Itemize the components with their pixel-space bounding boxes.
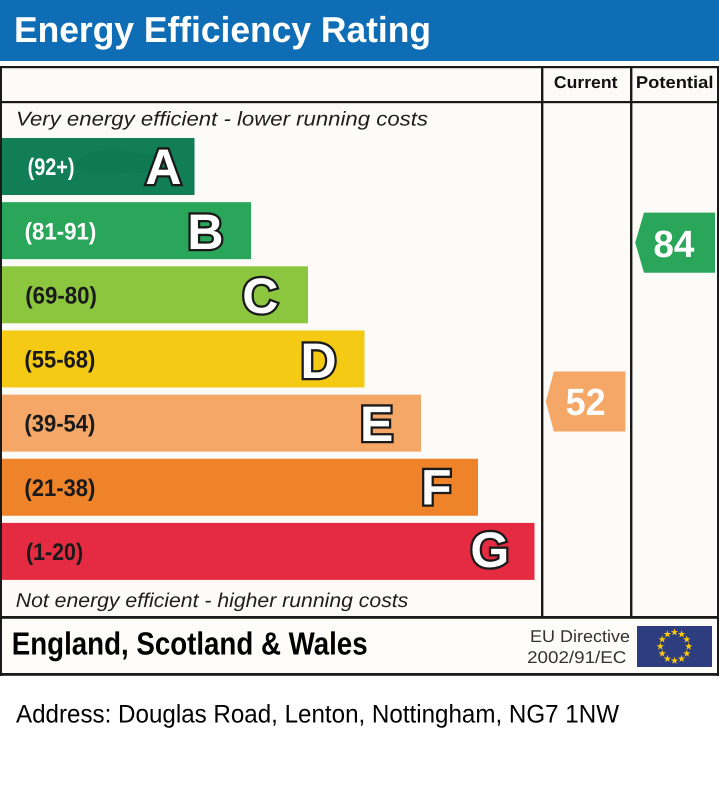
svg-text:(92+): (92+) xyxy=(28,154,75,181)
svg-text:84: 84 xyxy=(653,224,694,266)
svg-text:England, Scotland & Wales: England, Scotland & Wales xyxy=(12,625,368,661)
svg-text:(39-54): (39-54) xyxy=(24,411,95,438)
svg-text:2002/91/EC: 2002/91/EC xyxy=(527,648,626,667)
svg-text:F: F xyxy=(421,460,452,516)
svg-text:52: 52 xyxy=(566,382,606,424)
svg-text:D: D xyxy=(300,333,336,389)
svg-text:(69-80): (69-80) xyxy=(25,282,97,309)
svg-text:B: B xyxy=(187,204,223,260)
svg-text:(55-68): (55-68) xyxy=(24,347,95,374)
svg-text:Address: Douglas Road, Lenton,: Address: Douglas Road, Lenton, Nottingha… xyxy=(16,701,619,729)
svg-text:(21-38): (21-38) xyxy=(24,475,95,502)
svg-text:G: G xyxy=(470,522,509,578)
svg-text:(1-20): (1-20) xyxy=(26,539,83,566)
svg-text:Potential: Potential xyxy=(636,73,714,92)
svg-text:C: C xyxy=(242,268,278,324)
svg-text:(81-91): (81-91) xyxy=(25,218,97,245)
svg-text:EU Directive: EU Directive xyxy=(530,627,630,646)
svg-text:A: A xyxy=(145,139,181,195)
svg-text:Energy Efficiency Rating: Energy Efficiency Rating xyxy=(14,9,431,50)
svg-text:Not energy efficient - higher: Not energy efficient - higher running co… xyxy=(16,590,408,612)
svg-text:Current: Current xyxy=(554,73,618,92)
svg-text:Very energy efficient - lower: Very energy efficient - lower running co… xyxy=(16,108,428,130)
svg-text:E: E xyxy=(360,396,393,452)
